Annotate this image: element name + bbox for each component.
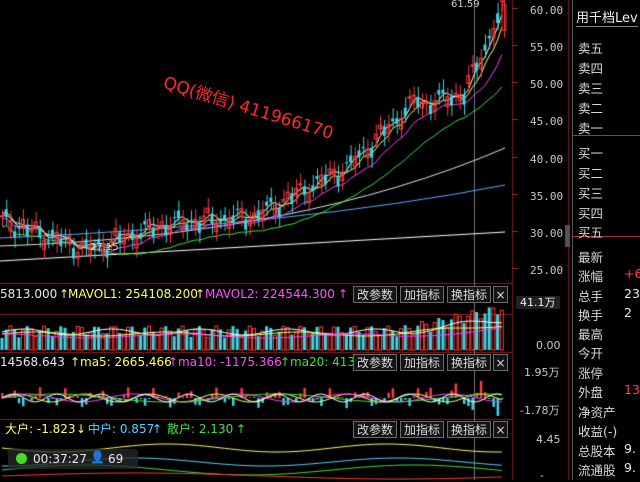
sell-level-label: 卖二 <box>578 101 604 116</box>
stat-value: 13 <box>624 382 640 397</box>
volume-value: 5813.000 <box>0 287 58 301</box>
ma20-label: ma20: 413 <box>290 355 356 369</box>
buy-level-label: 买四 <box>578 206 604 221</box>
mavol1-label: MAVOL1: 254108.200 <box>68 287 198 301</box>
change-params-button-flow[interactable]: 改参数 <box>353 421 397 438</box>
low-price-label: 27.15 <box>90 242 119 253</box>
panel-header[interactable]: 用千档Lev <box>576 11 638 27</box>
price-tick: 45.00 <box>530 115 564 128</box>
change-params-button-macd[interactable]: 改参数 <box>353 354 397 371</box>
panel-divider <box>572 236 640 237</box>
mavol2-label: MAVOL2: 224544.300 <box>205 287 335 301</box>
stat-label: 外盘 <box>578 385 604 400</box>
stat-label: 换手 <box>578 308 604 323</box>
stat-value: +6 <box>624 266 640 281</box>
stat-label: 流通股 <box>578 463 616 478</box>
stat-value: 23 <box>624 286 640 301</box>
up-arrow-icon: ↑ <box>338 287 349 301</box>
stat-value: 9. <box>624 441 636 456</box>
buy-level-label: 买三 <box>578 186 604 201</box>
stat-label: 最新 <box>578 250 604 265</box>
macd-axis-bottom: -1.78万 <box>520 404 560 417</box>
up-arrow-icon: ↑ <box>168 355 179 369</box>
flow-axis-bottom: - <box>540 469 544 482</box>
close-icon[interactable]: × <box>493 421 508 438</box>
add-indicator-button-macd[interactable]: 加指标 <box>400 354 444 371</box>
price-tick: 50.00 <box>530 78 564 91</box>
price-tick: 40.00 <box>530 153 564 166</box>
online-dot-icon <box>16 453 27 464</box>
buy-level-label: 买二 <box>578 166 604 181</box>
price-tick: 30.00 <box>530 227 564 240</box>
stat-value: 9. <box>624 460 636 475</box>
volume-axis-top: 41.1万 <box>516 296 560 309</box>
quote-panel <box>572 0 640 480</box>
up-arrow-icon: ↑ <box>280 355 291 369</box>
add-indicator-button[interactable]: 加指标 <box>400 286 444 303</box>
sell-level-label: 卖五 <box>578 41 604 56</box>
up-arrow-icon: ↑ <box>236 422 247 436</box>
status-overlay <box>8 449 138 469</box>
big-holder-label: 大户: -1.823 <box>5 422 76 436</box>
macd-value: 14568.643 <box>0 355 65 369</box>
add-indicator-button-flow[interactable]: 加指标 <box>400 421 444 438</box>
price-tick: 55.00 <box>530 41 564 54</box>
stat-label: 今开 <box>578 346 604 361</box>
stat-label: 涨停 <box>578 366 604 381</box>
user-count: 69 <box>108 452 124 466</box>
stat-label: 收益(-) <box>578 424 618 439</box>
switch-indicator-button[interactable]: 换指标 <box>447 286 491 303</box>
flow-axis-top: 4.45 <box>536 433 561 446</box>
price-tick: 60.00 <box>530 4 564 17</box>
up-arrow-icon: ↑ <box>70 355 81 369</box>
up-arrow-icon: ↑ <box>195 287 206 301</box>
price-tick: 25.00 <box>530 264 564 277</box>
stat-label: 净资产 <box>578 405 616 420</box>
down-arrow-icon: ↓ <box>76 422 87 436</box>
session-time: 00:37:27 <box>33 452 87 466</box>
volume-axis-bottom: 0.00 <box>536 339 561 352</box>
small-holder-label: 散户: 2.130 <box>167 422 234 436</box>
up-arrow-icon: ↑ <box>59 287 70 301</box>
peak-price-label: 61.59 <box>451 0 480 10</box>
sell-level-label: 卖四 <box>578 61 604 76</box>
mid-holder-label: 中户: 0.857 <box>88 422 155 436</box>
close-icon[interactable]: × <box>493 354 508 371</box>
sell-level-label: 卖一 <box>578 121 604 136</box>
sell-level-label: 卖三 <box>578 81 604 96</box>
up-arrow-icon: ↑ <box>152 422 163 436</box>
ma10-label: ma10: -1175.366 <box>178 355 282 369</box>
switch-indicator-button-flow[interactable]: 换指标 <box>447 421 491 438</box>
stat-label: 总手 <box>578 289 604 304</box>
stat-label: 总股本 <box>578 444 616 459</box>
close-icon[interactable]: × <box>493 286 508 303</box>
price-tick: 35.00 <box>530 190 564 203</box>
panel-divider <box>572 135 640 136</box>
stat-label: 涨幅 <box>578 269 604 284</box>
change-params-button[interactable]: 改参数 <box>353 286 397 303</box>
stat-label: 最高 <box>578 327 604 342</box>
user-icon: 👤 <box>90 450 105 464</box>
buy-level-label: 买一 <box>578 146 604 161</box>
stat-value: 2 <box>624 305 632 320</box>
switch-indicator-button-macd[interactable]: 换指标 <box>447 354 491 371</box>
low-price-dash: – <box>80 242 85 253</box>
macd-axis-top: 1.95万 <box>524 366 560 379</box>
ma5-label: ma5: 2665.466 <box>80 355 172 369</box>
buy-level-label: 买五 <box>578 225 604 240</box>
